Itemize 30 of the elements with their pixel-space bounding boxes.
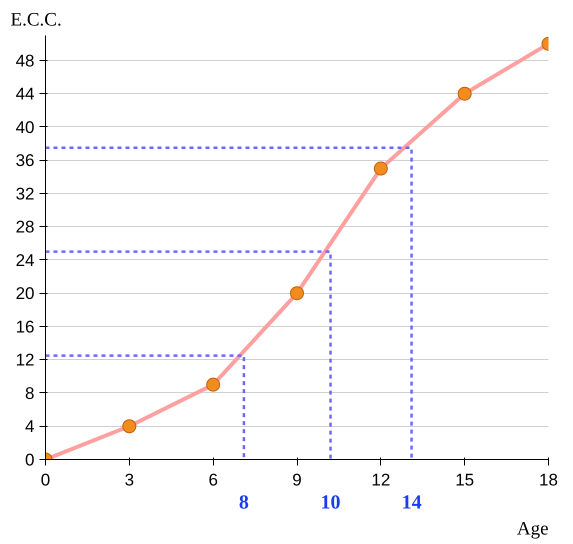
point xyxy=(206,378,220,392)
x-tick-label: 9 xyxy=(292,470,302,490)
y-axis-title: E.C.C. xyxy=(10,10,62,30)
x-tick-label: 15 xyxy=(455,470,474,490)
y-tick-label: 36 xyxy=(16,151,35,170)
y-tick-label: 28 xyxy=(16,218,35,237)
x-tick-label: 18 xyxy=(539,470,558,490)
point xyxy=(290,286,304,300)
y-tick-label: 24 xyxy=(16,250,35,270)
point xyxy=(122,419,136,434)
y-tick-label: 4 xyxy=(25,417,35,436)
y-tick-label: 48 xyxy=(16,51,35,70)
text: 8 xyxy=(238,492,249,514)
y-tick-label: 8 xyxy=(25,384,35,403)
text: 10 xyxy=(320,492,341,514)
x-tick-label: 0 xyxy=(40,470,50,490)
y-tick-label: 44 xyxy=(16,84,35,104)
x-axis-title: Age xyxy=(516,518,548,540)
text: 14 xyxy=(402,492,422,514)
y-tick-label: 20 xyxy=(16,284,35,304)
y-tick-label: 32 xyxy=(16,184,35,204)
x-tick-label: 12 xyxy=(371,470,390,490)
point xyxy=(458,86,472,101)
point xyxy=(374,162,388,176)
x-tick-label: 6 xyxy=(208,470,218,490)
y-tick-label: 16 xyxy=(16,317,35,336)
y-tick-label: 12 xyxy=(16,350,35,370)
y-tick-label: 40 xyxy=(16,118,35,137)
x-tick-label: 3 xyxy=(124,470,134,490)
y-tick-label: 0 xyxy=(25,450,35,470)
